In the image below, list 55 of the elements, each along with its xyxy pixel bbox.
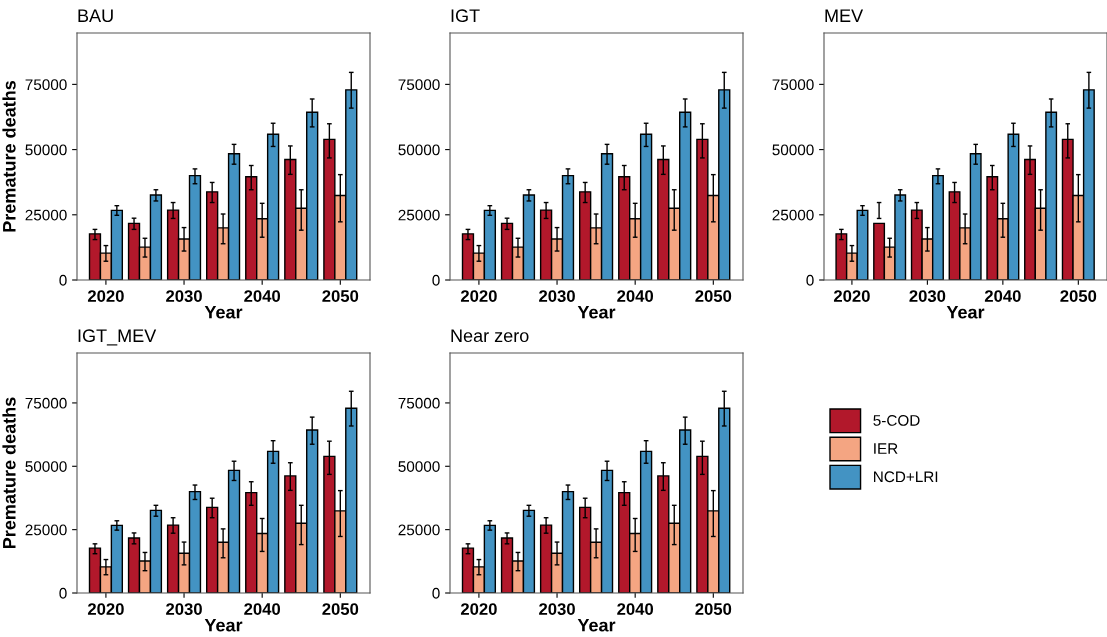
x-tick-label: 2020 [460, 603, 497, 615]
x-axis-title: Year [946, 305, 985, 319]
chart-title: BAU [78, 9, 113, 23]
x-tick-label: 2020 [833, 290, 870, 302]
x-tick-label: 2040 [244, 603, 281, 615]
x-tick-label: 2050 [322, 603, 359, 615]
x-tick-label: 2040 [617, 603, 654, 615]
x-tick-label: 2030 [539, 290, 575, 302]
y-tick-label: 25000 [25, 524, 67, 536]
x-tick-label: 2030 [539, 603, 575, 615]
legend-label: IER [874, 443, 898, 454]
x-axis-title: Year [204, 618, 243, 632]
x-tick-label: 2020 [87, 290, 124, 302]
y-axis-title: Premature deaths [2, 80, 16, 232]
x-tick-label: 2020 [87, 603, 124, 615]
y-tick-label: 75000 [398, 397, 440, 409]
y-tick-label: 75000 [25, 397, 67, 409]
x-tick-label: 2030 [166, 603, 202, 615]
y-tick-label: 75000 [25, 79, 67, 91]
y-tick-label: 50000 [25, 461, 67, 472]
y-tick-label: 0 [806, 274, 814, 286]
x-tick-label: 2050 [1060, 290, 1097, 302]
legend-label: NCD+LRI [874, 471, 938, 483]
x-tick-label: 2050 [695, 603, 732, 615]
y-tick-label: 50000 [398, 461, 440, 472]
x-tick-label: 2050 [695, 290, 732, 302]
x-axis-title: Year [577, 305, 616, 319]
y-axis-title: Premature deaths [2, 397, 16, 549]
x-tick-label: 2030 [166, 290, 202, 302]
x-axis-title: Year [204, 305, 243, 319]
x-tick-label: 2040 [617, 290, 654, 302]
y-tick-label: 25000 [398, 524, 440, 536]
chart-title: MEV [825, 9, 864, 22]
chart-title: Near zero [451, 329, 529, 343]
x-tick-label: 2030 [909, 290, 946, 302]
x-tick-label: 2040 [984, 290, 1021, 302]
y-tick-label: 75000 [398, 79, 440, 91]
y-tick-label: 25000 [772, 209, 814, 221]
y-tick-label: 50000 [398, 144, 440, 156]
y-tick-label: 50000 [25, 144, 67, 156]
chart-title: IGT_MEV [78, 329, 157, 346]
y-tick-label: 25000 [25, 209, 67, 221]
x-tick-label: 2050 [322, 290, 359, 302]
chart-title: IGT [451, 9, 480, 23]
x-tick-label: 2020 [460, 290, 497, 302]
y-tick-label: 0 [59, 274, 67, 286]
y-tick-label: 0 [432, 274, 440, 286]
y-tick-label: 0 [59, 587, 67, 599]
x-tick-label: 2040 [244, 290, 281, 302]
x-axis-title: Year [577, 618, 616, 632]
legend-label: 5-COD [873, 415, 920, 426]
y-tick-label: 75000 [772, 79, 814, 91]
y-tick-label: 50000 [772, 144, 814, 156]
y-tick-label: 0 [432, 587, 440, 599]
y-tick-label: 25000 [398, 209, 440, 221]
